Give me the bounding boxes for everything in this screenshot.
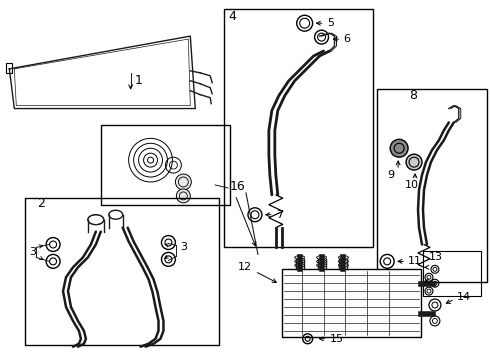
Circle shape: [175, 174, 191, 190]
Text: 15: 15: [329, 334, 343, 344]
Bar: [101, 125, 230, 205]
Polygon shape: [9, 36, 196, 109]
Text: 1: 1: [135, 74, 143, 87]
Text: 3: 3: [29, 247, 36, 257]
Bar: [282, 269, 421, 337]
Text: 4: 4: [228, 10, 236, 23]
Text: 10: 10: [405, 180, 419, 190]
Text: 13: 13: [429, 252, 443, 262]
Bar: [25, 198, 219, 345]
Text: 2: 2: [37, 197, 45, 210]
Text: 14: 14: [457, 292, 471, 302]
Circle shape: [176, 189, 190, 203]
Ellipse shape: [88, 215, 104, 225]
Bar: [377, 89, 487, 282]
Bar: [224, 9, 373, 247]
Ellipse shape: [109, 210, 122, 219]
Text: 6: 6: [343, 34, 350, 44]
Text: 9: 9: [387, 170, 394, 180]
Bar: [423, 251, 481, 296]
Text: 3: 3: [180, 243, 187, 252]
Text: 16: 16: [230, 180, 246, 193]
Circle shape: [406, 154, 422, 170]
Text: 7: 7: [276, 210, 283, 220]
Bar: [6, 63, 12, 73]
Text: 8: 8: [409, 89, 417, 102]
Circle shape: [390, 139, 408, 157]
Text: 5: 5: [327, 18, 335, 28]
Text: 12: 12: [238, 262, 252, 272]
Text: 11: 11: [408, 256, 422, 266]
Circle shape: [394, 143, 404, 153]
